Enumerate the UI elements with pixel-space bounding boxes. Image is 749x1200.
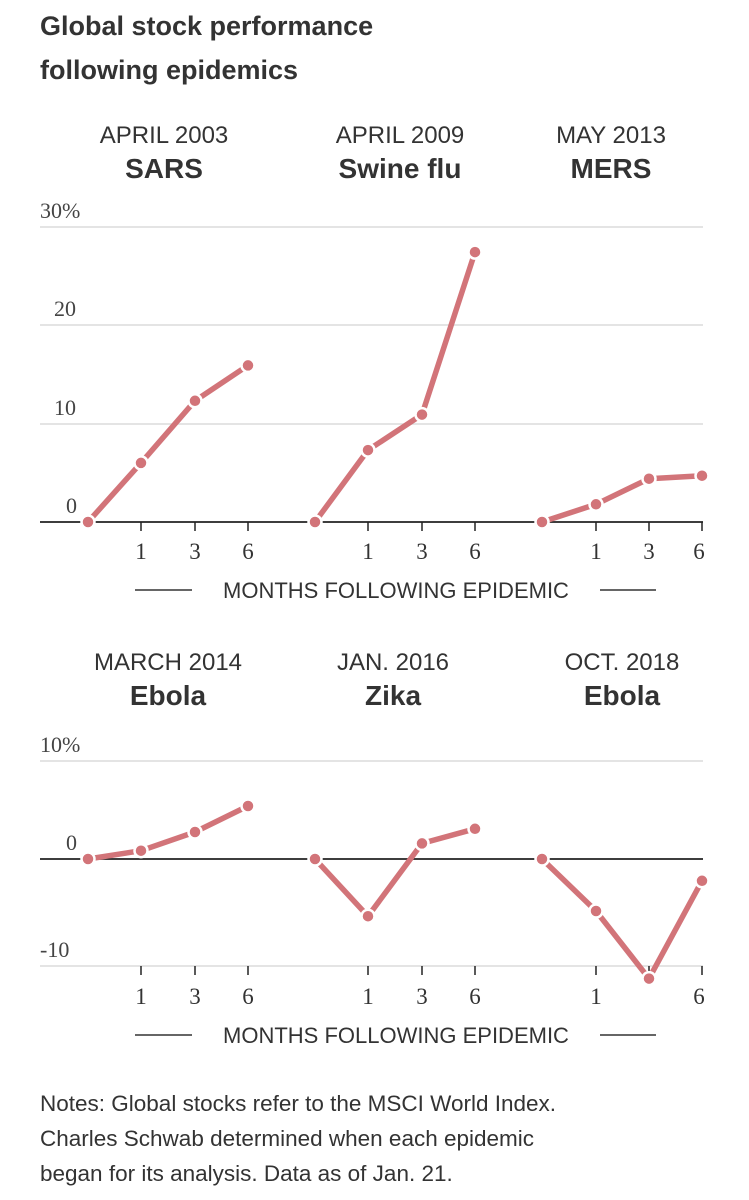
series-layer	[80, 244, 710, 987]
x-tick-label: 3	[189, 539, 201, 564]
x-tick-label: 3	[643, 539, 655, 564]
panel-name: Zika	[365, 680, 421, 711]
series-ebola-5	[534, 851, 710, 987]
chart-notes: Notes: Global stocks refer to the MSCI W…	[40, 1086, 730, 1191]
panel-date: MARCH 2014	[94, 649, 242, 676]
x-tick-label: 6	[469, 539, 481, 564]
x-axis-title: MONTHS FOLLOWING EPIDEMIC	[223, 1023, 569, 1048]
series-line	[312, 249, 478, 525]
data-point-month-0	[80, 851, 96, 867]
series-swine-flu-1	[307, 244, 483, 530]
y-tick-label: 0	[66, 830, 77, 855]
panel-name: Swine flu	[339, 153, 462, 184]
series-sars-0	[80, 357, 256, 530]
data-point-month-1	[588, 496, 604, 513]
data-point-month-6	[694, 873, 710, 889]
data-point-month-6	[467, 244, 483, 260]
x-tick-label: 1	[590, 539, 602, 564]
x-tick-label: 1	[135, 539, 147, 564]
x-tick-label: 1	[362, 539, 374, 564]
panel-swine-flu: APRIL 2009 Swine flu 1 3 6	[336, 122, 481, 564]
data-point-month-3	[187, 824, 203, 840]
x-tick-label: 3	[189, 984, 201, 1009]
top-row: 30% 20 10 0 APRIL 2003 SARS 1 3 6 APRIL …	[40, 122, 705, 603]
notes-line-1: Notes: Global stocks refer to the MSCI W…	[40, 1091, 557, 1116]
data-point-month-6	[467, 821, 483, 837]
data-point-month-0	[307, 514, 323, 530]
panel-ebola-2018: OCT. 2018 Ebola 1 6	[565, 649, 705, 1009]
panel-date: OCT. 2018	[565, 649, 680, 676]
data-point-month-1	[360, 442, 376, 458]
x-tick-label: 6	[693, 984, 705, 1009]
title-line-2: following epidemics	[40, 55, 299, 85]
data-point-month-3	[414, 835, 430, 852]
panel-date: APRIL 2009	[336, 122, 465, 149]
data-point-month-3	[641, 470, 657, 487]
data-point-month-1	[588, 903, 604, 919]
x-tick-label: 6	[242, 539, 254, 564]
panel-sars: APRIL 2003 SARS 1 3 6	[100, 122, 254, 564]
y-tick-label: 10	[54, 395, 76, 420]
x-tick-label: 6	[469, 984, 481, 1009]
series-line	[539, 472, 705, 525]
panel-mers: MAY 2013 MERS 1 3 6	[556, 122, 705, 564]
series-ebola-3	[80, 798, 256, 867]
x-axis-title: MONTHS FOLLOWING EPIDEMIC	[223, 578, 569, 603]
x-tick-label: 6	[693, 539, 705, 564]
panel-date: MAY 2013	[556, 122, 666, 149]
data-point-month-0	[534, 514, 550, 530]
title-line-1: Global stock performance	[40, 11, 374, 41]
series-mers-2	[534, 467, 710, 530]
y-tick-label: -10	[40, 937, 69, 962]
data-point-month-6	[240, 798, 256, 814]
data-point-month-0	[80, 514, 96, 530]
data-point-month-0	[307, 851, 323, 867]
panel-name: SARS	[125, 153, 203, 184]
panel-name: MERS	[571, 153, 652, 184]
notes-line-2: Charles Schwab determined when each epid…	[40, 1126, 535, 1151]
y-tick-label: 10%	[40, 732, 80, 757]
data-point-month-1	[360, 908, 376, 924]
y-tick-label: 20	[54, 296, 76, 321]
data-point-month-6	[694, 467, 710, 484]
panel-zika: JAN. 2016 Zika 1 3 6	[337, 649, 481, 1009]
data-point-month-3	[414, 406, 430, 423]
series-line	[85, 803, 251, 862]
data-point-month-1	[133, 455, 149, 471]
x-tick-label: 3	[416, 984, 428, 1009]
chart-title: Global stock performance following epide…	[40, 4, 700, 92]
data-point-month-0	[534, 851, 550, 867]
x-axis-title-top: MONTHS FOLLOWING EPIDEMIC	[135, 578, 656, 603]
y-tick-label: 30%	[40, 198, 80, 223]
bottom-row: 10% 0 -10 MARCH 2014 Ebola 1 3 6 JAN. 20…	[40, 649, 705, 1048]
series-line	[539, 856, 705, 982]
panel-ebola-2014: MARCH 2014 Ebola 1 3 6	[94, 649, 254, 1009]
series-zika-4	[307, 821, 483, 924]
x-tick-label: 1	[135, 984, 147, 1009]
x-axis-title-bottom: MONTHS FOLLOWING EPIDEMIC	[135, 1023, 656, 1048]
series-line	[85, 362, 251, 525]
panel-date: APRIL 2003	[100, 122, 229, 149]
series-line	[312, 826, 478, 919]
small-multiples-chart: 30% 20 10 0 APRIL 2003 SARS 1 3 6 APRIL …	[40, 122, 710, 1048]
panel-name: Ebola	[130, 680, 207, 711]
x-tick-label: 1	[362, 984, 374, 1009]
x-tick-label: 1	[590, 984, 602, 1009]
notes-line-3: began for its analysis. Data as of Jan. …	[40, 1161, 453, 1186]
x-tick-label: 3	[416, 539, 428, 564]
y-tick-label: 0	[66, 493, 77, 518]
data-point-month-6	[240, 357, 256, 374]
panel-date: JAN. 2016	[337, 649, 449, 676]
x-tick-label: 6	[242, 984, 254, 1009]
data-point-month-3	[641, 970, 657, 987]
panel-name: Ebola	[584, 680, 661, 711]
data-point-month-1	[133, 842, 149, 859]
data-point-month-3	[187, 393, 203, 409]
